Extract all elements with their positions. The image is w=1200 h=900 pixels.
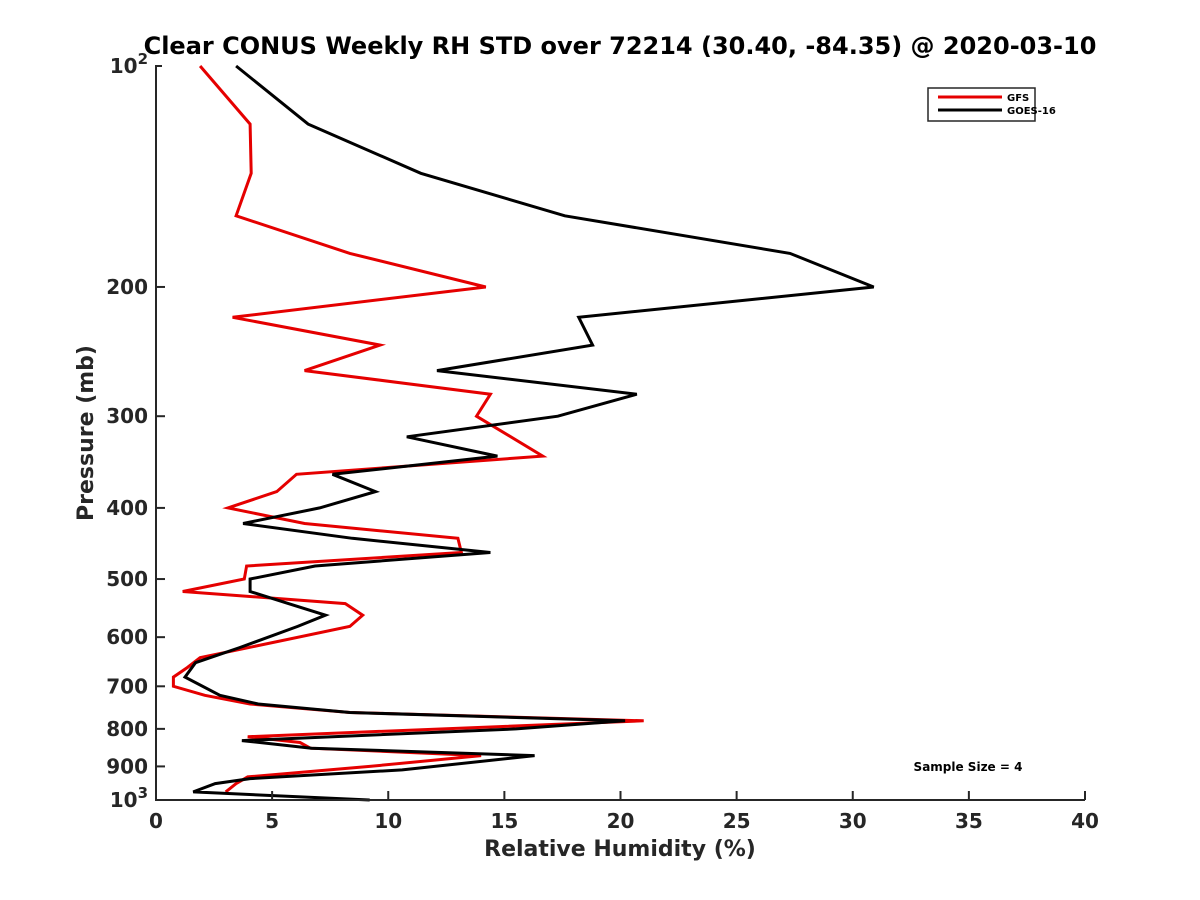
y-tick-label: 300 xyxy=(106,404,148,428)
x-tick-label: 25 xyxy=(723,809,751,833)
y-tick-label: 900 xyxy=(106,754,148,778)
y-tick-label: 200 xyxy=(106,275,148,299)
y-axis-ticks: 102 200 300 400 500 600 700 800 900 103 xyxy=(106,50,165,812)
x-tick-label: 15 xyxy=(490,809,518,833)
y-tick-label: 600 xyxy=(106,625,148,649)
legend-label-gfs: GFS xyxy=(1007,93,1029,104)
y-tick-label: 700 xyxy=(106,674,148,698)
legend-label-goes16: GOES-16 xyxy=(1007,106,1056,117)
y-axis-label: Pressure (mb) xyxy=(74,345,99,521)
y-tick-label: 103 xyxy=(110,784,148,812)
x-tick-label: 30 xyxy=(839,809,867,833)
series-line-goes16 xyxy=(182,64,875,802)
x-tick-label: 0 xyxy=(149,809,163,833)
x-tick-label: 5 xyxy=(265,809,279,833)
legend: GFS GOES-16 xyxy=(927,87,1056,122)
x-axis-ticks: 0 5 10 15 20 25 30 35 40 xyxy=(149,791,1099,833)
x-axis-label: Relative Humidity (%) xyxy=(484,837,756,862)
series-layer xyxy=(171,64,875,802)
y-tick-label: 500 xyxy=(106,567,148,591)
x-tick-label: 20 xyxy=(607,809,635,833)
x-tick-label: 40 xyxy=(1071,809,1099,833)
sample-size-annotation: Sample Size = 4 xyxy=(914,760,1023,774)
chart-title: Clear CONUS Weekly RH STD over 72214 (30… xyxy=(144,32,1097,60)
y-tick-label: 800 xyxy=(106,717,148,741)
x-tick-label: 10 xyxy=(374,809,402,833)
legend-box xyxy=(927,87,1036,122)
y-tick-label: 102 xyxy=(110,50,148,78)
y-tick-label: 400 xyxy=(106,496,148,520)
x-tick-label: 35 xyxy=(955,809,983,833)
